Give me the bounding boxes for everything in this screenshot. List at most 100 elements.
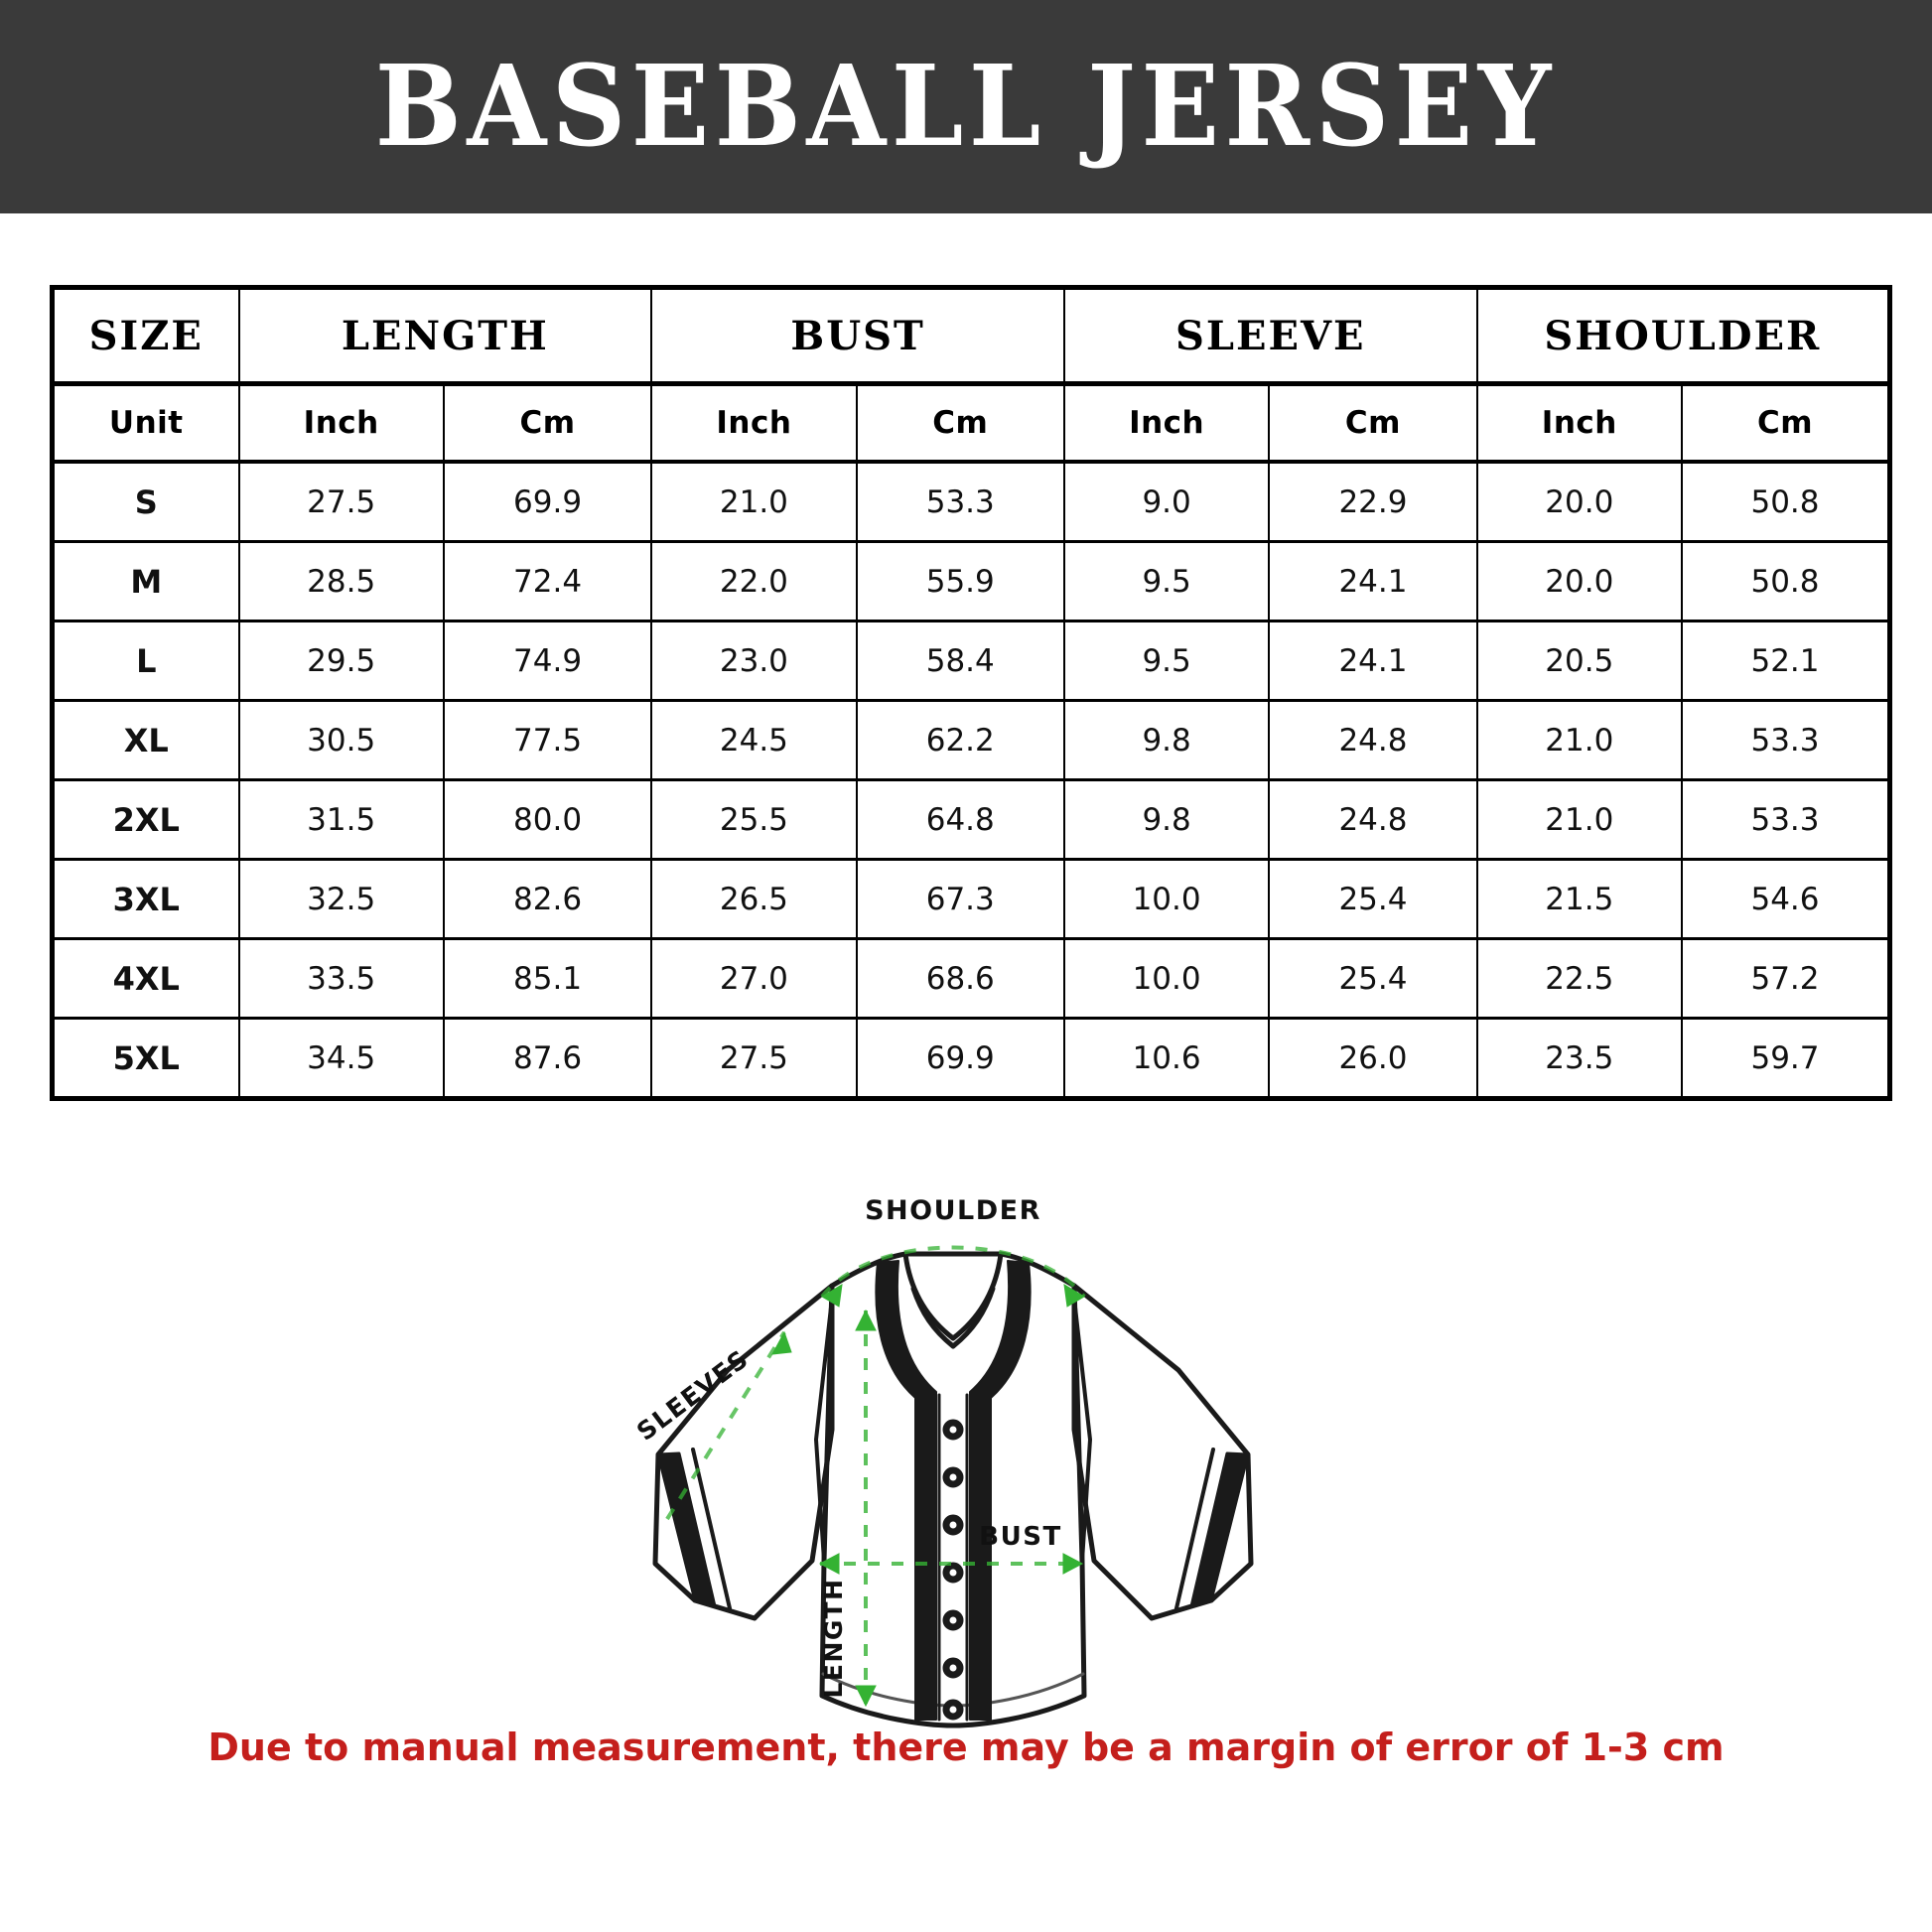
table-row: L 29.5 74.9 23.0 58.4 9.5 24.1 20.5 52.1 bbox=[51, 620, 1891, 702]
bust-arrow-right bbox=[1062, 1553, 1084, 1575]
cell-sleeve-inch: 9.5 bbox=[1062, 540, 1271, 622]
cell-shoulder-inch: 21.5 bbox=[1475, 858, 1683, 940]
length-arrow-bottom bbox=[855, 1685, 877, 1708]
cell-sleeve-inch: 9.8 bbox=[1062, 778, 1271, 861]
cell-bust-cm: 67.3 bbox=[855, 858, 1065, 940]
cell-bust-inch: 26.5 bbox=[650, 858, 858, 940]
table-row: 2XL 31.5 80.0 25.5 64.8 9.8 24.8 21.0 53… bbox=[51, 778, 1891, 861]
shoulder-arrow-left bbox=[821, 1284, 843, 1308]
cell-bust-inch: 21.0 bbox=[650, 461, 858, 543]
table-row: XL 30.5 77.5 24.5 62.2 9.8 24.8 21.0 53.… bbox=[51, 699, 1891, 781]
right-sleeve-cuff-inner-line bbox=[1174, 1448, 1215, 1610]
jersey-body-outline bbox=[819, 1251, 1087, 1728]
cell-sleeve-inch: 9.8 bbox=[1062, 699, 1271, 781]
cell-bust-cm: 64.8 bbox=[855, 778, 1065, 861]
cell-length-cm: 87.6 bbox=[442, 1017, 653, 1099]
cell-length-inch: 27.5 bbox=[237, 461, 445, 543]
cell-size: S bbox=[51, 461, 240, 543]
sleeves-label: SLEEVES bbox=[631, 1344, 755, 1447]
cell-length-inch: 33.5 bbox=[237, 937, 445, 1020]
cell-length-cm: 74.9 bbox=[442, 620, 653, 702]
cell-bust-inch: 22.0 bbox=[650, 540, 858, 622]
button bbox=[942, 1657, 964, 1679]
page-title: BASEBALL JERSEY bbox=[374, 41, 1558, 172]
cell-bust-inch: 25.5 bbox=[650, 778, 858, 861]
cell-bust-inch: 27.5 bbox=[650, 1017, 858, 1099]
cell-length-cm: 69.9 bbox=[442, 461, 653, 543]
bust-label: BUST bbox=[979, 1522, 1061, 1552]
table-row: S 27.5 69.9 21.0 53.3 9.0 22.9 20.0 50.8 bbox=[51, 461, 1891, 543]
left-sleeve-outline bbox=[652, 1283, 835, 1621]
unit-label: Unit bbox=[51, 382, 240, 464]
left-sleeve-cuff-inner-line bbox=[691, 1448, 732, 1610]
unit-bust-cm: Cm bbox=[855, 382, 1065, 464]
length-label: LENGTH bbox=[819, 1579, 848, 1699]
cell-size: 3XL bbox=[51, 858, 240, 940]
cell-length-cm: 77.5 bbox=[442, 699, 653, 781]
cell-sleeve-inch: 10.0 bbox=[1062, 937, 1271, 1020]
cell-shoulder-cm: 57.2 bbox=[1680, 937, 1891, 1020]
table-unit-header-row: Unit Inch Cm Inch Cm Inch Cm Inch Cm bbox=[51, 382, 1891, 464]
cell-length-inch: 32.5 bbox=[237, 858, 445, 940]
column-group-length: LENGTH bbox=[237, 286, 653, 386]
cell-length-cm: 82.6 bbox=[442, 858, 653, 940]
placket-left-trim bbox=[875, 1260, 937, 1721]
table-row: 5XL 34.5 87.6 27.5 69.9 10.6 26.0 23.5 5… bbox=[51, 1017, 1891, 1099]
button bbox=[942, 1609, 964, 1631]
cell-sleeve-inch: 9.5 bbox=[1062, 620, 1271, 702]
cell-shoulder-cm: 52.1 bbox=[1680, 620, 1891, 702]
cell-sleeve-cm: 25.4 bbox=[1268, 937, 1478, 1020]
cell-length-cm: 85.1 bbox=[442, 937, 653, 1020]
cell-size: L bbox=[51, 620, 240, 702]
left-sleeve-cuff-trim bbox=[656, 1451, 717, 1608]
measurement-disclaimer: Due to manual measurement, there may be … bbox=[207, 1725, 1725, 1769]
jersey-collar-outer bbox=[902, 1251, 1004, 1341]
cell-bust-cm: 69.9 bbox=[855, 1017, 1065, 1099]
cell-length-inch: 34.5 bbox=[237, 1017, 445, 1099]
unit-sleeve-inch: Inch bbox=[1062, 382, 1271, 464]
cell-length-inch: 30.5 bbox=[237, 699, 445, 781]
shoulder-measure-arc bbox=[820, 1245, 1086, 1299]
cell-size: 4XL bbox=[51, 937, 240, 1020]
sleeves-arrow bbox=[771, 1330, 792, 1355]
cell-length-cm: 72.4 bbox=[442, 540, 653, 622]
cell-sleeve-inch: 10.0 bbox=[1062, 858, 1271, 940]
cell-shoulder-cm: 53.3 bbox=[1680, 778, 1891, 861]
bust-arrow-left bbox=[818, 1553, 840, 1575]
column-group-bust: BUST bbox=[650, 286, 1065, 386]
cell-bust-cm: 53.3 bbox=[855, 461, 1065, 543]
jersey-measurement-diagram: SHOULDER SLEEVES BUST LENGTH bbox=[0, 1112, 1932, 1747]
cell-bust-cm: 68.6 bbox=[855, 937, 1065, 1020]
cell-sleeve-inch: 9.0 bbox=[1062, 461, 1271, 543]
cell-bust-inch: 23.0 bbox=[650, 620, 858, 702]
table-row: 4XL 33.5 85.1 27.0 68.6 10.0 25.4 22.5 5… bbox=[51, 937, 1891, 1020]
cell-shoulder-cm: 53.3 bbox=[1680, 699, 1891, 781]
cell-shoulder-inch: 22.5 bbox=[1475, 937, 1683, 1020]
cell-bust-inch: 24.5 bbox=[650, 699, 858, 781]
cell-sleeve-cm: 24.1 bbox=[1268, 540, 1478, 622]
column-group-sleeve: SLEEVE bbox=[1062, 286, 1478, 386]
cell-shoulder-inch: 21.0 bbox=[1475, 699, 1683, 781]
right-armhole-seam bbox=[1072, 1297, 1092, 1563]
cell-sleeve-cm: 26.0 bbox=[1268, 1017, 1478, 1099]
shoulder-label: SHOULDER bbox=[865, 1195, 1041, 1226]
length-arrow-top bbox=[855, 1309, 877, 1331]
right-sleeve-cuff-trim bbox=[1189, 1451, 1250, 1608]
button bbox=[942, 1562, 964, 1584]
cell-shoulder-cm: 59.7 bbox=[1680, 1017, 1891, 1099]
button bbox=[942, 1514, 964, 1536]
cell-size: M bbox=[51, 540, 240, 622]
cell-length-inch: 31.5 bbox=[237, 778, 445, 861]
cell-sleeve-cm: 25.4 bbox=[1268, 858, 1478, 940]
cell-bust-cm: 62.2 bbox=[855, 699, 1065, 781]
table-row: M 28.5 72.4 22.0 55.9 9.5 24.1 20.0 50.8 bbox=[51, 540, 1891, 622]
table-row: 3XL 32.5 82.6 26.5 67.3 10.0 25.4 21.5 5… bbox=[51, 858, 1891, 940]
size-chart-table: SIZE LENGTH BUST SLEEVE SHOULDER Unit In… bbox=[50, 285, 1892, 1101]
cell-bust-cm: 55.9 bbox=[855, 540, 1065, 622]
button bbox=[942, 1419, 964, 1441]
jersey-collar-inner bbox=[910, 1286, 996, 1349]
cell-shoulder-inch: 23.5 bbox=[1475, 1017, 1683, 1099]
cell-sleeve-cm: 22.9 bbox=[1268, 461, 1478, 543]
page-header-banner: BASEBALL JERSEY bbox=[0, 0, 1932, 213]
unit-shoulder-inch: Inch bbox=[1475, 382, 1683, 464]
